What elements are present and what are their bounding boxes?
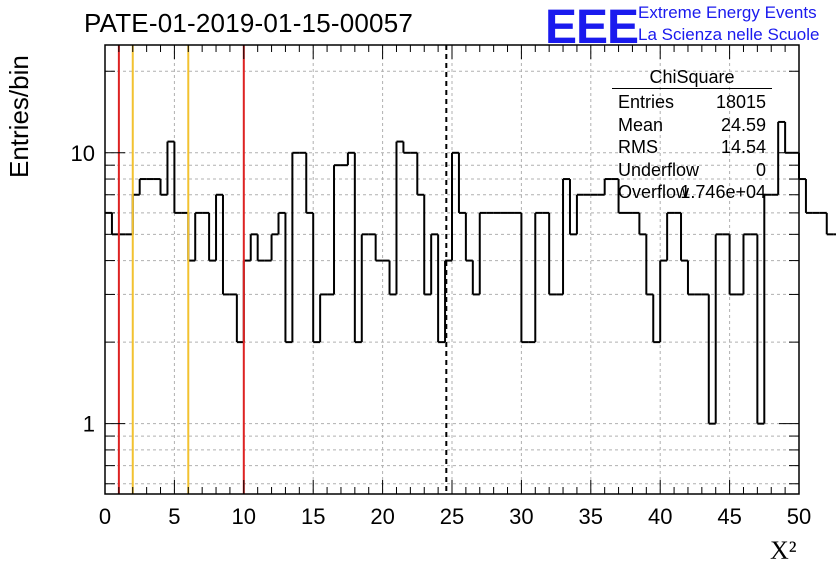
stats-row-rms: RMS 14.54 [612, 136, 772, 159]
tick-labels: 0 5 10 15 20 25 30 35 40 45 50 1 10 [71, 141, 812, 529]
y-tick-label: 1 [83, 412, 95, 437]
stats-value: 1.746e+04 [680, 182, 766, 202]
stats-value: 18015 [715, 92, 766, 112]
eee-logo-mark: EEE [545, 1, 639, 54]
stats-row-mean: Mean 24.59 [612, 114, 772, 137]
x-tick-label: 45 [717, 504, 741, 529]
stats-label: Mean [618, 114, 664, 135]
overlay-lines [117, 45, 448, 494]
x-tick-label: 20 [370, 504, 394, 529]
stats-row-underflow: Underflow 0 [612, 159, 772, 182]
histogram-title: PATE-01-2019-01-15-00057 [84, 8, 414, 38]
x-tick-label: 5 [168, 504, 180, 529]
y-axis-label: Entries/bin [4, 55, 34, 178]
x-tick-label: 40 [648, 504, 672, 529]
x-tick-label: 0 [99, 504, 111, 529]
stats-box-title: ChiSquare [612, 66, 772, 89]
x-tick-label: 30 [509, 504, 533, 529]
stats-box: ChiSquare Entries 18015 Mean 24.59 RMS 1… [612, 66, 772, 204]
x-axis-label: Χ² [770, 536, 797, 565]
x-tick-label: 15 [301, 504, 325, 529]
stats-label: Underflow [618, 159, 700, 180]
stats-label: Entries [618, 92, 675, 112]
y-tick-label: 10 [71, 141, 95, 166]
axis-ticks [104, 45, 800, 494]
stats-value: 0 [755, 159, 766, 180]
x-tick-label: 35 [579, 504, 603, 529]
eee-logo-line1: Extreme Energy Events [638, 3, 817, 22]
grid-lines [105, 45, 799, 494]
x-tick-label: 25 [440, 504, 464, 529]
eee-logo-line2: La Scienza nelle Scuole [638, 25, 820, 44]
x-tick-label: 50 [787, 504, 811, 529]
stats-value: 14.54 [720, 137, 766, 157]
stats-value: 24.59 [720, 114, 766, 135]
stats-label: Overflow [618, 182, 690, 202]
stats-label: RMS [618, 137, 658, 157]
stats-row-entries: Entries 18015 [612, 91, 772, 114]
stats-row-overflow: Overflow 1.746e+04 [612, 181, 772, 204]
x-tick-label: 10 [232, 504, 256, 529]
